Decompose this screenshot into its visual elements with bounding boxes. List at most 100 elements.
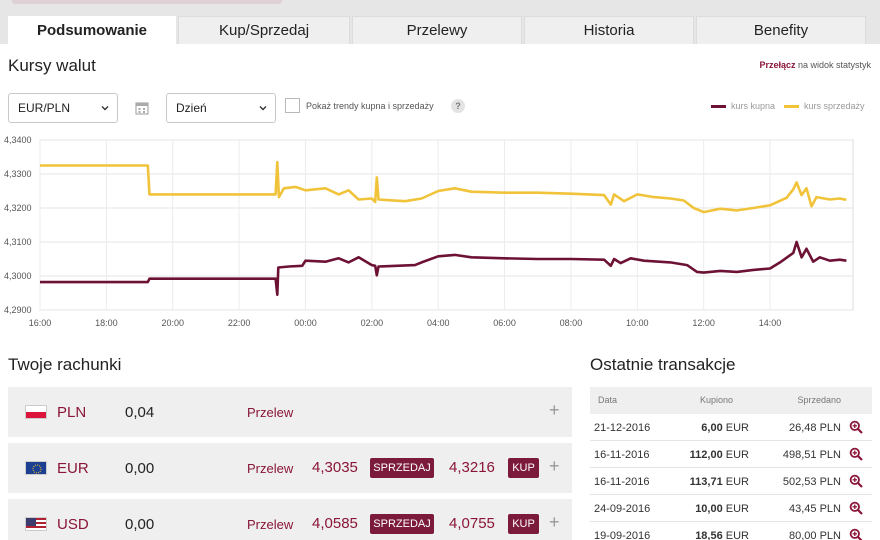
plus-icon[interactable]: +	[549, 400, 560, 420]
tab-przelewy[interactable]: Przelewy	[352, 16, 522, 44]
legend-buy-label: kurs kupna	[731, 101, 776, 111]
table-row: 16-11-2016 113,71 EUR 502,53 PLN	[590, 468, 872, 495]
transactions-table: Data Kupiono Sprzedano 21-12-2016 6,00 EU…	[590, 387, 872, 540]
tx-bought: 113,71 EUR	[690, 476, 749, 488]
sell-rate: 4,0585	[312, 515, 358, 532]
magnifier-plus-icon[interactable]	[849, 528, 863, 540]
x-tick-label: 08:00	[560, 318, 583, 328]
legend-buy: kurs kupna	[711, 101, 775, 111]
tx-date: 19-09-2016	[594, 530, 651, 540]
period-select-value: Dzień	[176, 101, 207, 115]
plus-icon[interactable]: +	[549, 512, 560, 532]
switch-view: Przełącz na widok statystyk	[759, 60, 871, 70]
flag-eu-icon	[25, 461, 47, 475]
switch-link[interactable]: Przełącz	[759, 60, 796, 70]
header-date: Data	[598, 395, 618, 405]
x-tick-label: 12:00	[692, 318, 715, 328]
account-currency: USD	[57, 516, 89, 533]
tx-bought: 112,00 EUR	[690, 449, 749, 461]
tx-date: 16-11-2016	[594, 449, 650, 461]
y-tick-label: 4,3200	[4, 203, 32, 213]
eu-stars	[32, 464, 42, 474]
buy-button[interactable]: KUP	[508, 514, 539, 534]
flag-pl-icon	[25, 405, 47, 419]
transfer-link[interactable]: Przelew	[247, 461, 294, 476]
buy-button[interactable]: KUP	[508, 458, 539, 478]
x-tick-label: 20:00	[161, 318, 184, 328]
table-row: 16-11-2016 112,00 EUR 498,51 PLN	[590, 441, 872, 468]
magnifier-plus-icon[interactable]	[849, 447, 863, 461]
tx-bought: 18,56 EUR	[695, 530, 749, 540]
tx-date: 16-11-2016	[594, 476, 650, 488]
switch-text: na widok statystyk	[795, 60, 871, 70]
rates-title: Kursy walut	[8, 56, 96, 75]
pair-select-value: EUR/PLN	[18, 101, 71, 115]
tab-kup-sprzedaj[interactable]: Kup/Sprzedaj	[178, 16, 350, 44]
account-row-pln: PLN 0,04 Przelew +	[8, 387, 572, 437]
flag-us-icon	[25, 517, 47, 531]
transactions-title: Ostatnie transakcje	[590, 355, 736, 374]
flag-canton	[26, 518, 36, 526]
plus-icon[interactable]: +	[549, 456, 560, 476]
trend-checkbox[interactable]	[285, 98, 300, 113]
x-tick-label: 00:00	[294, 318, 317, 328]
tab-podsumowanie[interactable]: Podsumowanie	[8, 16, 176, 44]
magnifier-plus-icon[interactable]	[849, 420, 863, 434]
chevron-down-icon	[101, 106, 109, 111]
help-icon[interactable]: ?	[451, 99, 465, 113]
account-balance: 0,04	[125, 404, 155, 421]
y-tick-label: 4,2900	[4, 305, 32, 315]
sell-button[interactable]: SPRZEDAJ	[370, 514, 434, 534]
tx-bought-currency: EUR	[722, 422, 749, 434]
account-row-eur: EUR 0,00 Przelew 4,3035 SPRZEDAJ 4,3216 …	[8, 443, 572, 493]
magnifier-plus-icon[interactable]	[849, 474, 863, 488]
plot-area	[39, 139, 854, 311]
y-tick-label: 4,3100	[4, 237, 32, 247]
tx-bought: 10,00 EUR	[695, 503, 749, 515]
trend-checkbox-label: Pokaż trendy kupna i sprzedaży	[306, 101, 434, 111]
chevron-down-icon	[259, 106, 267, 111]
tx-bought-currency: EUR	[722, 476, 749, 488]
x-tick-label: 14:00	[759, 318, 782, 328]
tx-bought-currency: EUR	[722, 503, 749, 515]
sell-button[interactable]: SPRZEDAJ	[370, 458, 434, 478]
magnifier-plus-icon[interactable]	[849, 501, 863, 515]
account-currency: PLN	[57, 404, 87, 421]
account-balance: 0,00	[125, 460, 155, 477]
transfer-link[interactable]: Przelew	[247, 517, 294, 532]
tx-bought-amount: 6,00	[701, 422, 723, 434]
tx-bought-amount: 18,56	[695, 530, 723, 540]
tx-bought-amount: 10,00	[695, 503, 723, 515]
period-select[interactable]: Dzień	[166, 93, 276, 123]
transactions-header: Data Kupiono Sprzedano	[590, 387, 872, 414]
y-tick-label: 4,3000	[4, 271, 32, 281]
tx-bought-amount: 112,00	[689, 449, 723, 461]
x-tick-label: 04:00	[427, 318, 450, 328]
tx-bought: 6,00 EUR	[701, 422, 749, 434]
calendar-icon[interactable]	[134, 100, 150, 116]
table-row: 24-09-2016 10,00 EUR 43,45 PLN	[590, 495, 872, 522]
tx-sold: 80,00 PLN	[789, 530, 841, 540]
x-tick-label: 02:00	[361, 318, 384, 328]
legend-sell: kurs sprzedaży	[784, 101, 865, 111]
tx-sold: 498,51 PLN	[782, 449, 841, 461]
account-balance: 0,00	[125, 516, 155, 533]
header-sold: Sprzedano	[797, 395, 841, 405]
pair-select[interactable]: EUR/PLN	[8, 93, 118, 123]
x-tick-label: 16:00	[29, 318, 52, 328]
table-row: 21-12-2016 6,00 EUR 26,48 PLN	[590, 414, 872, 441]
tab-historia[interactable]: Historia	[524, 16, 694, 44]
top-strip	[0, 0, 880, 14]
transfer-link[interactable]: Przelew	[247, 405, 294, 420]
account-row-usd: USD 0,00 Przelew 4,0585 SPRZEDAJ 4,0755 …	[8, 499, 572, 540]
tab-benefity[interactable]: Benefity	[696, 16, 866, 44]
buy-rate: 4,3216	[449, 459, 495, 476]
sell-rate: 4,3035	[312, 459, 358, 476]
accounts-title: Twoje rachunki	[8, 355, 122, 374]
rates-chart: 4,3400 4,3300 4,3200 4,3100 4,3000 4,2900 16:0…	[4, 135, 854, 328]
y-tick-label: 4,3400	[4, 135, 32, 145]
tab-bar: Podsumowanie Kup/Sprzedaj Przelewy Histo…	[0, 14, 880, 44]
transactions-rows: 21-12-2016 6,00 EUR 26,48 PLN 16-11-2016 112…	[590, 414, 872, 540]
buy-rate-line	[40, 240, 847, 296]
legend-sell-swatch	[784, 104, 799, 108]
